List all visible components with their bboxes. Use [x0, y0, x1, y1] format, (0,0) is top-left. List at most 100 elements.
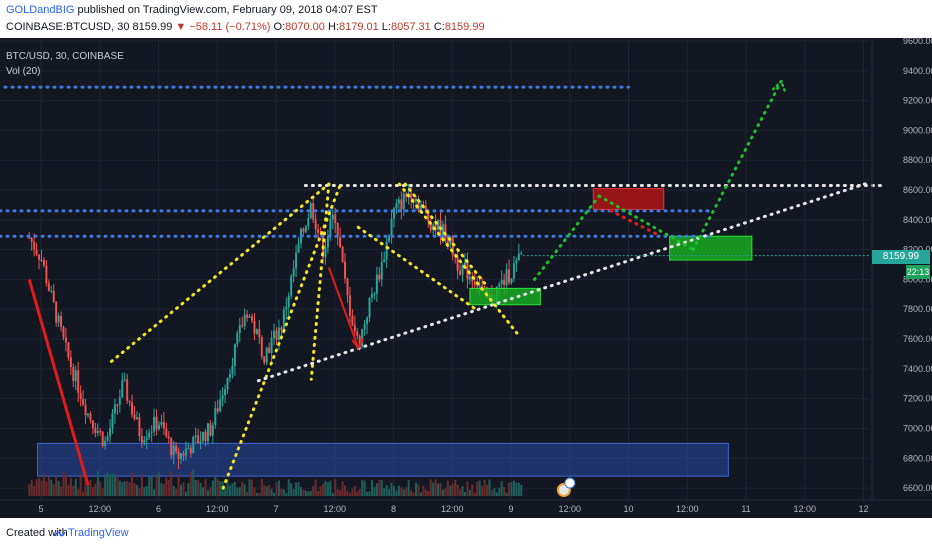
volume-bar [378, 479, 381, 496]
candle-body [520, 253, 523, 255]
volume-bar [38, 477, 41, 496]
volume-bar [170, 471, 173, 496]
candle-body [167, 436, 170, 439]
volume-bar [273, 492, 276, 496]
candle-body [481, 285, 484, 287]
candle-body [199, 441, 202, 444]
candle-body [99, 430, 102, 432]
published-text: published on TradingView.com, February 0… [77, 4, 378, 16]
volume-bar [231, 483, 234, 496]
volume-bar [263, 485, 266, 496]
projection-dotted-line [597, 194, 695, 252]
volume-bar [52, 484, 55, 496]
support-zone-box [36, 442, 729, 477]
candle-body [143, 440, 146, 443]
x-tick-label: 8 [391, 504, 396, 514]
volume-bar [128, 482, 131, 496]
candle-body [285, 307, 288, 310]
volume-bar [336, 489, 339, 496]
volume-bar [214, 477, 217, 496]
candle-body [344, 261, 347, 279]
open-value: 8070.00 [285, 21, 325, 33]
volume-bar [101, 488, 104, 496]
target-box [669, 235, 753, 261]
candle-body [62, 326, 65, 338]
volume-bar [495, 492, 498, 496]
candle-body [341, 247, 344, 262]
candle-body [297, 243, 300, 253]
candle-body [419, 205, 422, 210]
x-tick-label: 12:00 [793, 504, 816, 514]
candle-body [451, 236, 454, 256]
candle-body [233, 344, 236, 366]
volume-bar [392, 485, 395, 496]
candle-body [106, 436, 109, 441]
volume-bar [157, 472, 160, 496]
volume-bar [94, 483, 97, 496]
volume-bar [299, 486, 302, 496]
candle-body [202, 431, 205, 442]
author-link[interactable]: GOLDandBIG [6, 4, 75, 16]
volume-bar [287, 479, 290, 496]
volume-bar [236, 487, 239, 496]
tradingview-brand[interactable]: TradingView [68, 527, 129, 539]
volume-bar [383, 488, 386, 496]
volume-bar [106, 472, 109, 496]
volume-bar [243, 484, 246, 496]
projection-arrow-head [772, 78, 787, 94]
candle-body [466, 262, 469, 280]
volume-bar [317, 490, 320, 496]
x-tick-label: 10 [623, 504, 633, 514]
candle-body [96, 430, 99, 433]
volume-bar [121, 482, 124, 496]
volume-bar [437, 483, 440, 496]
volume-bar [84, 479, 87, 496]
low-label: L: [381, 21, 391, 33]
candle-body [128, 400, 131, 403]
candle-body [512, 263, 515, 279]
candle-body [434, 224, 437, 230]
volume-bar [395, 490, 398, 496]
candle-body [500, 279, 503, 284]
volume-bar [490, 489, 493, 496]
volume-bar [498, 487, 501, 496]
candle-body [72, 367, 75, 381]
candle-body [33, 241, 36, 250]
candle-body [326, 236, 329, 248]
channel-dotted-line [221, 182, 343, 490]
candle-body [101, 431, 104, 446]
drawings [0, 78, 883, 497]
candle-body [510, 278, 513, 283]
candle-body [290, 276, 293, 296]
volume-bar [155, 476, 158, 496]
volume-bar [449, 485, 452, 496]
candle-body [446, 241, 449, 244]
chart-header: GOLDandBIG published on TradingView.com,… [0, 0, 932, 38]
volume-bar [312, 485, 315, 496]
volume-bar [358, 489, 361, 496]
bar-timer: 22:13 [906, 265, 930, 279]
volume-bar [432, 482, 435, 496]
y-tick-label: 9200.00 [903, 96, 932, 106]
candle-body [211, 425, 214, 436]
volume-bar [461, 486, 464, 496]
volume-bar [206, 490, 209, 496]
volume-bar [265, 486, 268, 496]
candle-body [214, 408, 217, 426]
volume-bar [194, 479, 197, 496]
candle-body [52, 290, 55, 302]
channel-dotted-line [403, 182, 489, 289]
candle-body [182, 453, 185, 456]
x-tick-label: 7 [273, 504, 278, 514]
volume-bar [241, 481, 244, 496]
price-chart[interactable]: 6600.00 6800.00 7000.00 7200.00 7400.00 7600.… [0, 38, 932, 518]
y-tick-label: 7000.00 [903, 423, 932, 433]
candle-body [177, 451, 180, 459]
chart-area[interactable]: 6600.00 6800.00 7000.00 7200.00 7400.00 7600.… [0, 38, 932, 518]
volume-bar [339, 490, 342, 496]
x-tick-label: 5 [38, 504, 43, 514]
candle-body [324, 247, 327, 258]
channel-dotted-line [309, 182, 331, 381]
volume-bar [314, 479, 317, 496]
candle-body [348, 295, 351, 316]
